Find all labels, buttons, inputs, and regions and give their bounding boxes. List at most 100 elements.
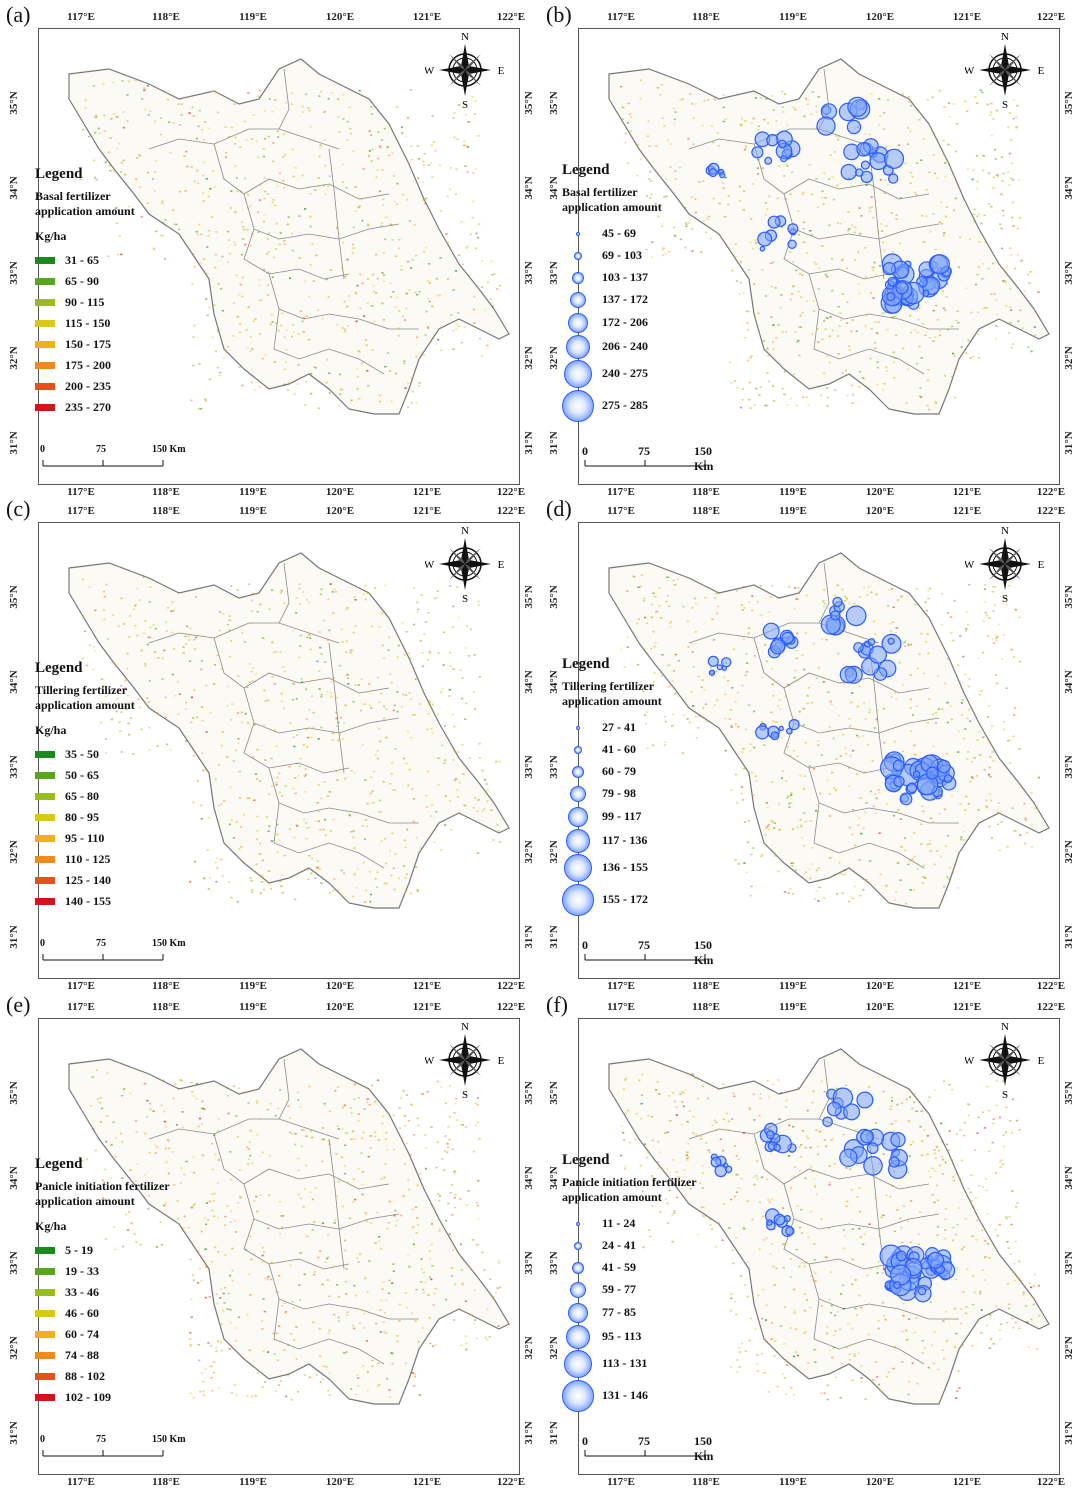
raster-pixel xyxy=(647,1151,650,1153)
raster-pixel xyxy=(936,850,939,852)
raster-pixel xyxy=(674,111,677,113)
raster-pixel xyxy=(834,1330,837,1332)
raster-pixel xyxy=(287,1344,290,1346)
raster-pixel xyxy=(202,1394,206,1396)
raster-pixel xyxy=(973,1291,976,1294)
raster-pixel xyxy=(229,1308,232,1311)
raster-pixel xyxy=(342,94,345,96)
raster-pixel xyxy=(643,599,646,602)
raster-pixel xyxy=(959,236,962,239)
raster-pixel xyxy=(231,1279,234,1282)
raster-pixel xyxy=(94,609,97,612)
raster-pixel xyxy=(875,812,878,815)
raster-pixel xyxy=(461,1124,464,1126)
raster-pixel xyxy=(908,101,911,103)
raster-pixel xyxy=(677,1176,680,1179)
raster-pixel xyxy=(957,322,960,324)
raster-pixel xyxy=(147,1208,150,1210)
raster-pixel xyxy=(440,849,443,851)
raster-pixel xyxy=(918,307,921,309)
raster-pixel xyxy=(267,294,270,296)
raster-pixel xyxy=(677,694,680,697)
raster-pixel xyxy=(962,839,965,841)
raster-pixel xyxy=(253,799,256,802)
raster-pixel xyxy=(299,1106,302,1108)
raster-pixel xyxy=(329,269,332,271)
scale-label-mid: 75 xyxy=(638,938,650,952)
raster-pixel xyxy=(486,800,489,802)
raster-pixel xyxy=(645,209,649,212)
longitude-tick-label: 119°E xyxy=(779,1476,807,1488)
raster-pixel xyxy=(960,346,963,348)
raster-pixel xyxy=(106,1072,109,1075)
raster-pixel xyxy=(337,1128,340,1130)
raster-pixel xyxy=(326,359,329,361)
raster-pixel xyxy=(234,595,237,598)
raster-pixel xyxy=(831,329,834,332)
raster-pixel xyxy=(770,1243,774,1245)
longitude-tick-label: 117°E xyxy=(67,980,95,992)
legend-class-row: 45 - 69 xyxy=(562,223,662,245)
legend-class-row: 50 - 65 xyxy=(35,765,135,786)
raster-pixel xyxy=(467,121,470,123)
raster-pixel xyxy=(881,1272,884,1274)
raster-pixel xyxy=(451,1214,454,1216)
raster-pixel xyxy=(418,382,421,384)
raster-pixel xyxy=(301,105,304,108)
raster-pixel xyxy=(673,122,676,125)
compass-w-label: W xyxy=(965,1055,975,1067)
raster-pixel xyxy=(79,178,82,181)
raster-pixel xyxy=(297,1157,300,1160)
raster-pixel xyxy=(451,1148,455,1151)
raster-pixel xyxy=(372,801,375,804)
raster-pixel xyxy=(1012,1326,1015,1329)
raster-pixel xyxy=(946,701,949,704)
raster-pixel xyxy=(129,717,132,720)
raster-pixel xyxy=(901,1241,904,1244)
raster-pixel xyxy=(351,1130,355,1133)
raster-pixel xyxy=(722,120,725,123)
raster-pixel xyxy=(982,736,985,738)
raster-pixel xyxy=(803,1293,806,1295)
latitude-tick-label: 31°N xyxy=(8,925,20,949)
raster-pixel xyxy=(328,629,331,632)
raster-pixel xyxy=(744,148,747,151)
raster-pixel xyxy=(305,1135,308,1137)
raster-pixel xyxy=(637,143,640,146)
legend-class-row: 140 - 155 xyxy=(35,891,135,912)
raster-pixel xyxy=(773,822,777,824)
raster-pixel xyxy=(983,1279,986,1281)
raster-pixel xyxy=(220,668,223,670)
raster-pixel xyxy=(686,1151,689,1154)
raster-pixel xyxy=(817,1153,820,1156)
raster-pixel xyxy=(964,100,967,103)
raster-pixel xyxy=(895,698,898,700)
legend-bubble-symbol xyxy=(562,390,594,422)
raster-pixel xyxy=(922,864,925,867)
raster-pixel xyxy=(961,1344,965,1347)
raster-pixel xyxy=(757,173,760,175)
sample-bubble xyxy=(882,262,896,276)
raster-pixel xyxy=(402,1090,405,1092)
raster-pixel xyxy=(1009,322,1012,324)
raster-pixel xyxy=(372,770,376,773)
raster-pixel xyxy=(453,1171,456,1173)
raster-pixel xyxy=(837,714,841,717)
raster-pixel xyxy=(379,1247,382,1250)
raster-pixel xyxy=(345,608,348,611)
raster-pixel xyxy=(120,161,123,164)
raster-pixel xyxy=(248,681,251,684)
raster-pixel xyxy=(905,1098,908,1101)
raster-pixel xyxy=(416,888,419,891)
raster-pixel xyxy=(247,92,250,94)
raster-pixel xyxy=(764,644,767,646)
raster-pixel xyxy=(895,214,898,216)
raster-pixel xyxy=(461,263,465,266)
raster-pixel xyxy=(220,287,223,290)
raster-pixel xyxy=(143,87,146,89)
raster-pixel xyxy=(449,585,452,587)
sample-bubble xyxy=(770,731,780,741)
raster-pixel xyxy=(449,1192,452,1194)
raster-pixel xyxy=(403,1163,407,1165)
raster-pixel xyxy=(457,751,460,753)
